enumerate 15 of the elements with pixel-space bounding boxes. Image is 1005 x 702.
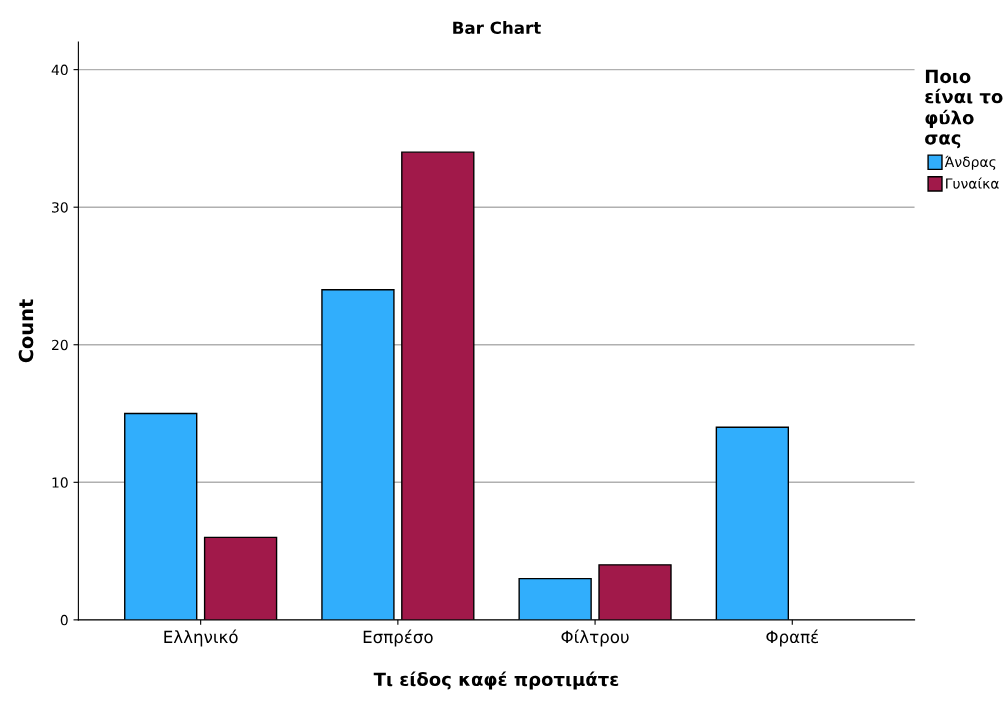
legend-label: Άνδρας: [944, 155, 996, 170]
y-tick-label: 20: [52, 339, 68, 351]
y-tick-label: 0: [60, 614, 68, 626]
x-tick-label: Φραπέ: [766, 629, 819, 647]
y-axis-title: Count: [18, 299, 34, 363]
legend-label: Γυναίκα: [946, 177, 999, 189]
legend-title: Ποιο είναι το φύλο σας: [925, 69, 1003, 149]
y-tick-label: 40: [51, 64, 68, 76]
x-tick-label: Εσπρέσο: [363, 629, 433, 647]
y-tick-label: 30: [52, 202, 68, 213]
x-tick-label: Φίλτρου: [561, 629, 629, 647]
x-axis-title: Τι είδος καφέ προτιμάτε: [373, 671, 619, 690]
chart-title: Bar Chart: [453, 21, 541, 35]
x-tick-label: Ελληνικό: [164, 629, 238, 647]
y-tick-label: 10: [52, 477, 68, 488]
